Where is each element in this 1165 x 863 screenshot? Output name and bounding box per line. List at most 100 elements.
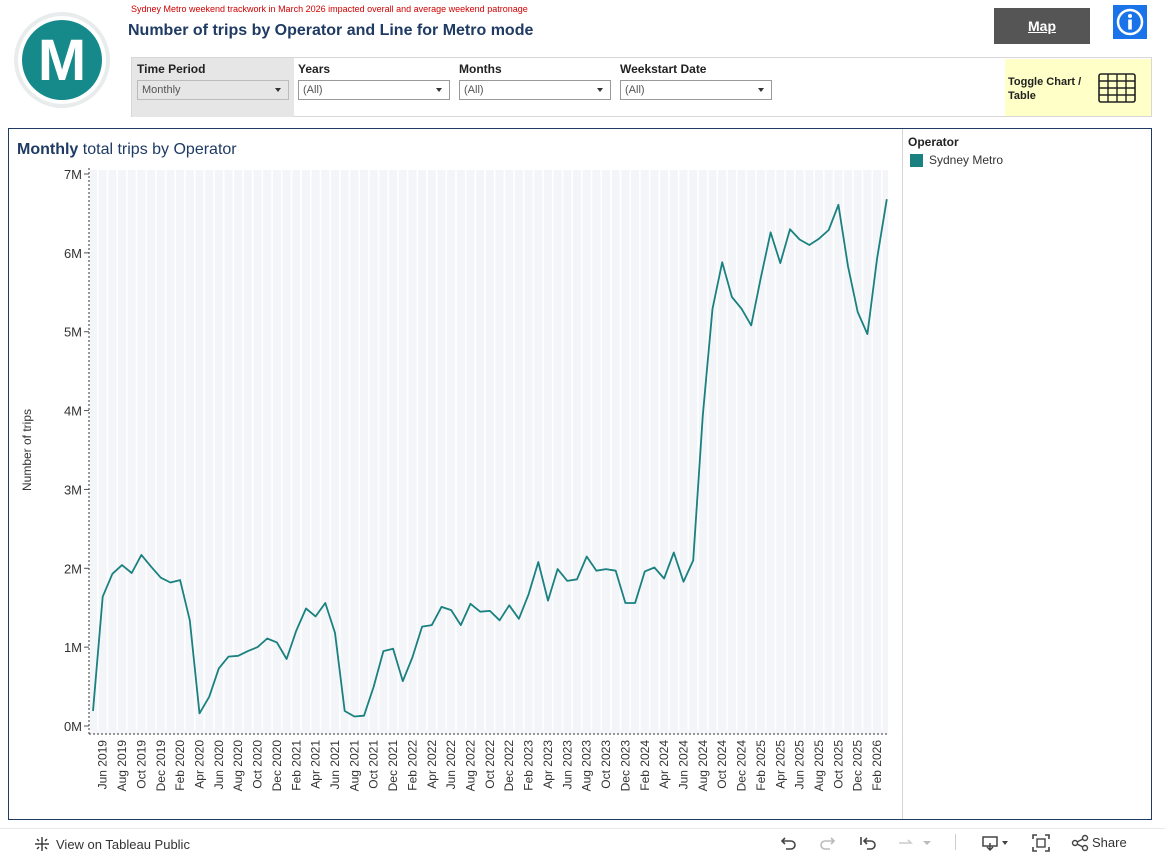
months-value: (All): [464, 84, 484, 96]
years-select[interactable]: (All): [298, 80, 450, 100]
chart-title-rest: total trips by Operator: [82, 141, 237, 158]
x-tick-label: Apr 2023: [541, 740, 555, 789]
legend-swatch[interactable]: [910, 154, 923, 167]
x-tick-label: Aug 2022: [464, 740, 478, 792]
metro-logo: M: [12, 10, 112, 110]
chevron-down-icon: [275, 88, 281, 92]
y-tick-label: 4M: [64, 404, 82, 419]
tableau-logo-icon: [35, 837, 49, 851]
fullscreen-button[interactable]: [1031, 833, 1051, 853]
x-tick-label: Dec 2025: [851, 740, 865, 792]
x-tick-label: Aug 2019: [115, 740, 129, 792]
view-on-tableau-label: View on Tableau Public: [56, 836, 190, 852]
y-tick-label: 7M: [64, 167, 82, 182]
x-tick-label: Feb 2026: [870, 740, 884, 791]
pause-dropdown[interactable]: [920, 833, 934, 853]
toggle-label: Toggle Chart / Table: [1008, 76, 1082, 102]
info-button[interactable]: [1113, 5, 1147, 39]
share-button[interactable]: Share: [1092, 835, 1127, 850]
chevron-down-icon: [923, 841, 931, 845]
legend-item-sydney-metro[interactable]: Sydney Metro: [929, 153, 1004, 167]
x-tick-label: Jun 2020: [212, 740, 226, 790]
x-tick-label: Dec 2019: [154, 740, 168, 792]
y-tick-label: 1M: [64, 640, 82, 655]
y-tick-label: 5M: [64, 325, 82, 340]
undo-icon: [780, 837, 796, 850]
legend-title: Operator: [908, 135, 959, 149]
series-layer: [92, 199, 888, 718]
refresh-icon: [899, 839, 913, 844]
x-tick-label: Apr 2021: [309, 740, 323, 789]
x-tick-label: Feb 2021: [289, 740, 303, 791]
x-tick-label: Oct 2022: [483, 740, 497, 789]
download-icon: [982, 836, 1008, 852]
x-tick-label: Feb 2023: [522, 740, 536, 791]
x-tick-label: Jun 2021: [328, 740, 342, 790]
map-button[interactable]: Map: [994, 8, 1090, 44]
plot-background: [90, 170, 888, 734]
undo-button[interactable]: [778, 833, 798, 853]
y-tick-label: 6M: [64, 246, 82, 261]
x-tick-label: Dec 2020: [270, 740, 284, 792]
redo-icon: [820, 837, 836, 850]
weekstart-value: (All): [625, 84, 645, 96]
time-period-value: Monthly: [142, 84, 181, 96]
footer-toolbar: [0, 828, 1165, 863]
chevron-down-icon: [597, 88, 603, 92]
map-button-label: Map: [1028, 18, 1056, 34]
download-button[interactable]: [980, 833, 1012, 853]
metro-logo-icon: M: [14, 12, 110, 108]
x-tick-label: Oct 2024: [715, 740, 729, 789]
weekstart-label: Weekstart Date: [620, 62, 707, 76]
x-tick-label: Dec 2022: [502, 740, 516, 792]
x-tick-label: Apr 2020: [192, 740, 206, 789]
x-tick-label: Dec 2021: [386, 740, 400, 792]
x-tick-label: Oct 2023: [599, 740, 613, 789]
x-tick-label: Feb 2020: [173, 740, 187, 791]
x-tick-label: Oct 2019: [134, 740, 148, 789]
years-label: Years: [298, 62, 331, 76]
weekstart-select[interactable]: (All): [620, 80, 772, 100]
x-tick-label: Jun 2022: [444, 740, 458, 790]
x-tick-label: Jun 2025: [793, 740, 807, 790]
y-tick-label: 3M: [64, 482, 82, 497]
x-tick-label: Apr 2025: [773, 740, 787, 789]
chart-title-bold: Monthly: [17, 141, 79, 158]
x-tick-label: Aug 2025: [812, 740, 826, 792]
series-line-sydney-metro: [92, 199, 888, 718]
share-icon: [1071, 834, 1089, 852]
y-tick-label: 0M: [64, 719, 82, 734]
months-select[interactable]: (All): [459, 80, 611, 100]
axis-layer: 0M 1M 2M 3M 4M 5M 6M 7M Number of trips Jun 2019 A…: [20, 167, 888, 791]
pause-updates-button[interactable]: [896, 833, 916, 853]
x-tick-label: Feb 2024: [638, 740, 652, 791]
x-tick-label: Aug 2020: [231, 740, 245, 792]
x-tick-label: Jun 2024: [676, 740, 690, 790]
y-axis-title: Number of trips: [20, 409, 34, 491]
fullscreen-icon: [1032, 834, 1050, 852]
x-tick-label: Apr 2024: [657, 740, 671, 789]
y-tick-label: 2M: [64, 561, 82, 576]
x-tick-label: Feb 2025: [754, 740, 768, 791]
chevron-down-icon: [436, 88, 442, 92]
logo-letter: M: [38, 28, 86, 93]
time-period-select[interactable]: Monthly: [137, 80, 289, 100]
months-label: Months: [459, 62, 502, 76]
page-title: Number of trips by Operator and Line for…: [128, 22, 534, 39]
years-value: (All): [303, 84, 323, 96]
x-tick-label: Oct 2020: [251, 740, 265, 789]
redo-button[interactable]: [818, 833, 838, 853]
x-tick-label: Jun 2019: [96, 740, 110, 790]
grid-layer: [90, 170, 903, 734]
chart-title: Monthly total trips by Operator: [17, 141, 237, 159]
share-icon-button[interactable]: [1070, 833, 1090, 853]
toggle-chart-table-button[interactable]: Toggle Chart / Table: [1005, 59, 1151, 116]
view-on-tableau-link[interactable]: View on Tableau Public: [34, 836, 190, 852]
x-tick-label: Dec 2024: [735, 740, 749, 792]
x-tick-label: Feb 2022: [405, 740, 419, 791]
x-tick-label: Aug 2023: [580, 740, 594, 792]
revert-button[interactable]: [858, 833, 878, 853]
x-tick-label: Aug 2021: [347, 740, 361, 792]
x-tick-label: Jun 2023: [560, 740, 574, 790]
x-tick-label: Dec 2023: [618, 740, 632, 792]
